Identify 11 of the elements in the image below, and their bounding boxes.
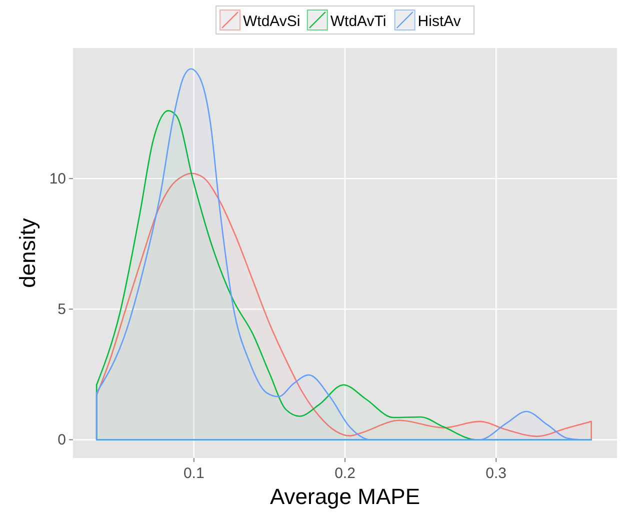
y-axis-title: density xyxy=(15,218,40,288)
legend-label: WtdAvTi xyxy=(330,13,386,30)
legend-label: WtdAvSi xyxy=(243,13,300,30)
x-axis-title: Average MAPE xyxy=(270,484,420,509)
y-tick-label: 0 xyxy=(58,432,66,449)
x-tick-label: 0.3 xyxy=(486,465,507,482)
x-tick-label: 0.2 xyxy=(334,465,356,482)
legend-label: HistAv xyxy=(418,13,462,30)
y-tick-label: 5 xyxy=(58,301,66,318)
x-tick-label: 0.1 xyxy=(183,465,204,482)
y-tick-label: 10 xyxy=(49,170,66,188)
